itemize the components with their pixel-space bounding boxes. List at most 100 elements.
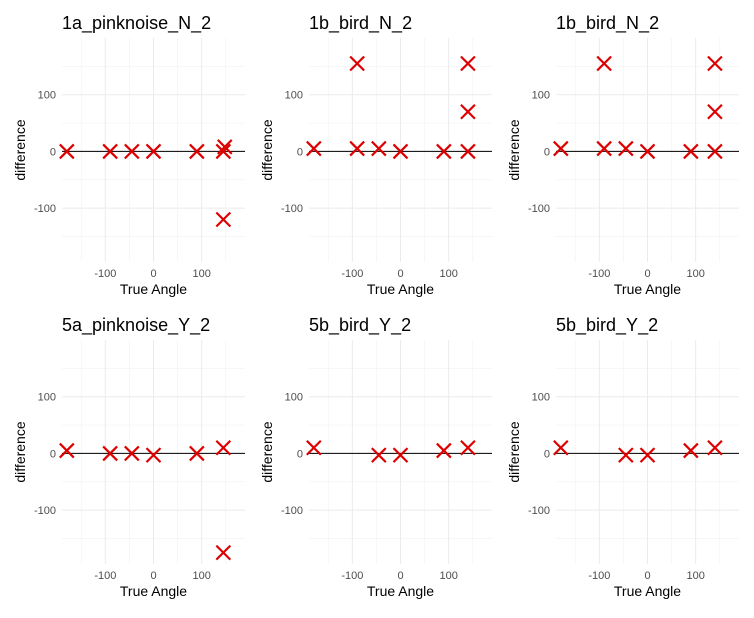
marker-stroke (59, 442, 75, 459)
data-point-x-marker (371, 140, 387, 157)
marker-stroke (639, 143, 656, 160)
data-point-x-marker (707, 439, 723, 456)
data-point-x-marker (215, 544, 232, 561)
marker-stroke (707, 55, 723, 72)
data-point-x-marker (124, 143, 140, 160)
marker-stroke (124, 445, 140, 462)
marker-stroke (371, 140, 387, 157)
data-point-x-marker (349, 55, 365, 72)
data-point-x-marker (618, 140, 634, 157)
x-axis-title: True Angle (367, 281, 434, 297)
data-point-x-marker (460, 103, 476, 120)
data-point-x-marker (215, 439, 232, 456)
data-point-x-marker (596, 55, 612, 72)
y-axis-title: difference (12, 119, 28, 180)
data-point-x-marker (683, 442, 699, 459)
data-point-x-marker (102, 143, 118, 160)
x-tick-label: 100 (192, 570, 210, 582)
y-axis-title: difference (259, 421, 275, 482)
marker-stroke (306, 439, 322, 456)
marker-stroke (436, 442, 452, 459)
data-point-x-marker (145, 447, 162, 463)
marker-stroke (124, 143, 140, 160)
marker-stroke (349, 55, 365, 72)
data-point-x-marker (59, 143, 75, 160)
x-tick-label: 0 (397, 268, 403, 280)
x-tick-label: -100 (94, 570, 116, 582)
marker-stroke (392, 143, 409, 160)
x-tick-label: 0 (397, 570, 403, 582)
data-point-x-marker (189, 143, 205, 160)
y-tick-label: -100 (528, 203, 550, 215)
marker-stroke (215, 211, 232, 228)
x-tick-label: -100 (341, 570, 363, 582)
panel-3: -100 0 100 -100 0 100 True Angle difference 1b_b… (506, 13, 739, 297)
y-tick-label: 100 (285, 392, 303, 404)
marker-stroke (215, 439, 232, 456)
data-point-x-marker (618, 447, 634, 463)
data-point-x-marker (639, 447, 656, 463)
data-point-x-marker (145, 143, 162, 160)
data-point-x-marker (436, 143, 452, 160)
y-tick-label: 0 (544, 448, 550, 460)
marker-stroke (306, 140, 322, 157)
x-tick-label: 100 (439, 268, 457, 280)
marker-stroke (371, 447, 387, 463)
marker-stroke (59, 143, 75, 160)
data-point-x-marker (59, 442, 75, 459)
marker-stroke (639, 447, 656, 463)
y-tick-label: -100 (281, 505, 303, 517)
marker-stroke (707, 439, 723, 456)
data-point-x-marker (306, 140, 322, 157)
data-point-x-marker (306, 439, 322, 456)
marker-stroke (553, 439, 569, 456)
marker-stroke (460, 103, 476, 120)
marker-stroke (618, 447, 634, 463)
marker-stroke (707, 143, 723, 160)
marker-stroke (683, 143, 699, 160)
data-point-x-marker (460, 55, 476, 72)
data-point-x-marker (460, 439, 476, 456)
marker-stroke (436, 143, 452, 160)
marker-stroke (215, 544, 232, 561)
panel-1: -100 0 100 -100 0 100 True Angle difference 1a_p… (12, 13, 245, 297)
data-point-x-marker (683, 143, 699, 160)
marker-stroke (460, 143, 476, 160)
y-tick-label: 0 (297, 448, 303, 460)
data-point-x-marker (392, 447, 409, 463)
marker-stroke (596, 140, 612, 157)
x-axis-title: True Angle (120, 281, 187, 297)
y-axis-title: difference (259, 119, 275, 180)
data-point-x-marker (371, 447, 387, 463)
marker-stroke (349, 140, 365, 157)
marker-stroke (683, 442, 699, 459)
y-tick-label: 100 (285, 90, 303, 102)
marker-stroke (460, 55, 476, 72)
panel-6: -100 0 100 -100 0 100 True Angle difference 5b_b… (506, 315, 739, 599)
x-tick-label: 100 (439, 570, 457, 582)
marker-stroke (215, 143, 232, 160)
marker-stroke (460, 439, 476, 456)
y-axis-title: difference (12, 421, 28, 482)
panel-2: -100 0 100 -100 0 100 True Angle difference 1b_b… (259, 13, 492, 297)
y-tick-label: -100 (281, 203, 303, 215)
marker-stroke (102, 445, 118, 462)
data-point-x-marker (436, 442, 452, 459)
panel-title: 1a_pinknoise_N_2 (62, 13, 211, 34)
panel-title: 5b_bird_Y_2 (309, 315, 411, 336)
panel-5: -100 0 100 -100 0 100 True Angle difference 5b_b… (259, 315, 492, 599)
y-tick-label: 0 (544, 146, 550, 158)
data-point-x-marker (460, 143, 476, 160)
data-point-x-marker (596, 140, 612, 157)
data-point-x-marker (707, 55, 723, 72)
data-point-x-marker (102, 445, 118, 462)
y-tick-label: 0 (50, 146, 56, 158)
data-point-x-marker (215, 211, 232, 228)
data-point-x-marker (553, 439, 569, 456)
y-tick-label: 100 (532, 90, 550, 102)
data-point-x-marker (553, 140, 569, 157)
data-point-x-marker (189, 445, 205, 462)
data-point-x-marker (392, 143, 409, 160)
y-axis-title: difference (506, 119, 522, 180)
